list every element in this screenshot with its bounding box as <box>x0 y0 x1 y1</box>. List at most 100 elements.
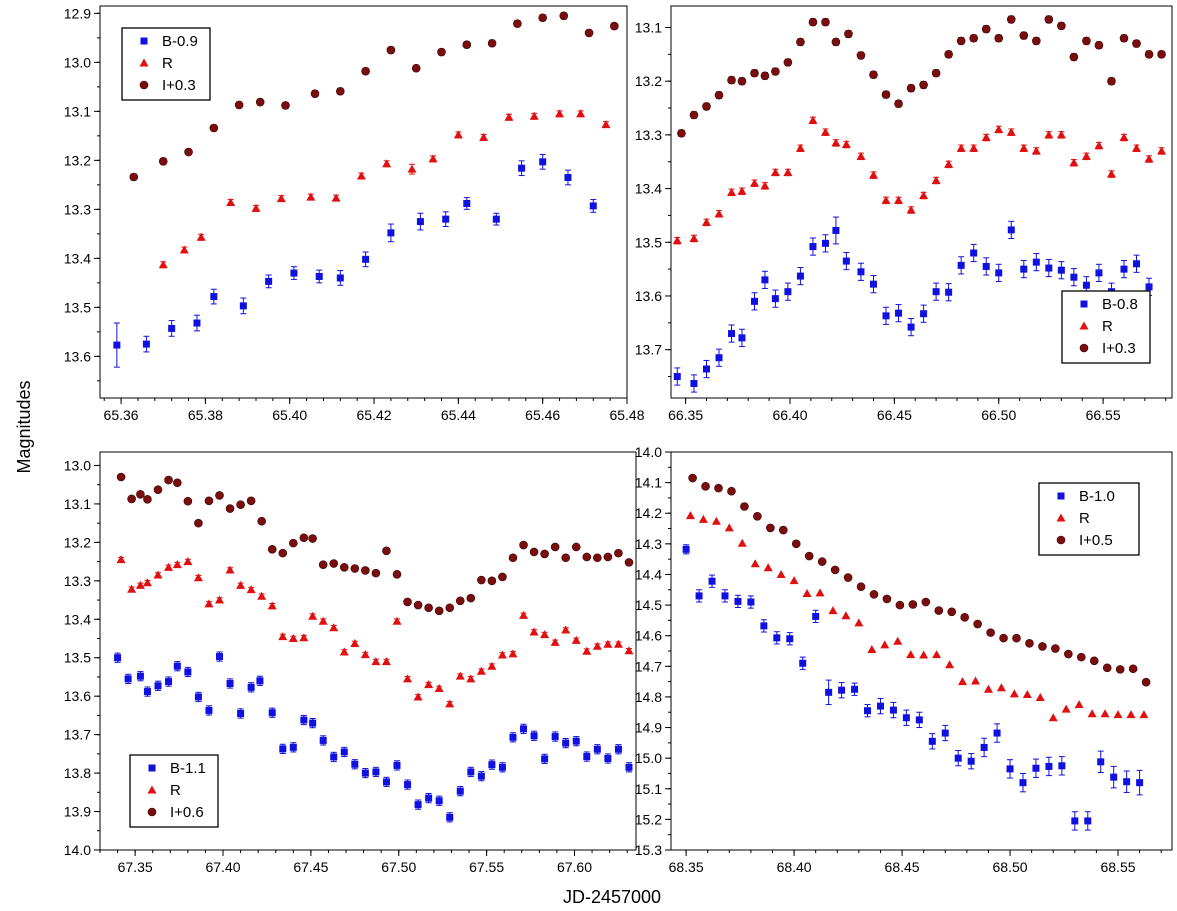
data-point <box>776 569 786 578</box>
data-point <box>854 618 864 627</box>
data-point <box>462 40 472 50</box>
data-point <box>994 125 1004 134</box>
x-tick-label: 65.42 <box>357 407 392 423</box>
data-point <box>1120 265 1128 273</box>
y-tick-label: 13.4 <box>64 250 91 266</box>
data-point <box>382 778 390 786</box>
data-point <box>1106 169 1116 178</box>
data-point <box>1070 273 1078 281</box>
data-point <box>538 13 547 23</box>
data-point <box>153 485 163 494</box>
data-point <box>763 563 773 572</box>
data-point <box>455 596 465 606</box>
data-point <box>381 657 391 666</box>
data-point <box>582 646 592 655</box>
data-point <box>747 598 755 606</box>
data-point <box>267 601 277 610</box>
data-point <box>1035 693 1045 702</box>
y-tick-label: 14.7 <box>635 658 662 674</box>
data-point <box>164 475 173 485</box>
data-point <box>711 516 721 525</box>
data-point <box>479 132 489 141</box>
data-point <box>1032 36 1041 46</box>
data-point <box>714 90 724 100</box>
data-point <box>1123 778 1131 786</box>
data-point <box>915 716 923 724</box>
y-tick-label: 13.8 <box>64 765 91 781</box>
data-point <box>857 268 865 276</box>
legend-label: B-0.9 <box>162 33 198 50</box>
data-point <box>1144 154 1154 163</box>
data-point <box>882 312 890 320</box>
data-point <box>957 261 965 269</box>
data-point <box>724 523 734 532</box>
data-point <box>783 58 793 67</box>
data-point <box>682 545 690 553</box>
data-point <box>1022 689 1032 698</box>
data-point <box>932 288 940 296</box>
panels: 65.36 65.38 65.40 65.42 65.44 65.46 65.48 12.9 1… <box>64 5 1173 875</box>
data-point <box>844 29 853 39</box>
data-point <box>127 584 137 593</box>
data-point <box>256 677 264 685</box>
data-point <box>371 657 381 666</box>
data-point <box>1061 704 1071 713</box>
data-point <box>593 553 602 563</box>
data-point <box>247 683 255 691</box>
data-point <box>265 277 273 285</box>
data-point <box>498 572 507 582</box>
data-point <box>956 36 966 46</box>
data-point <box>529 627 539 636</box>
data-point <box>350 564 360 573</box>
data-point <box>960 613 969 622</box>
y-tick-label: 14.0 <box>635 444 662 460</box>
data-point <box>734 597 742 605</box>
data-point <box>136 672 144 680</box>
data-point <box>403 597 412 607</box>
data-point <box>497 650 507 659</box>
data-point <box>715 354 723 362</box>
data-point <box>492 215 500 223</box>
x-tick-label: 66.55 <box>1086 407 1121 423</box>
data-point <box>714 483 723 493</box>
data-point <box>215 491 224 500</box>
data-point <box>1094 40 1104 50</box>
data-point <box>237 709 245 717</box>
data-point <box>672 236 682 245</box>
data-point <box>760 622 768 630</box>
data-point <box>702 365 710 373</box>
data-point <box>1032 764 1040 772</box>
legend-label: B-1.1 <box>170 760 206 777</box>
y-tick-label: 13.0 <box>64 457 91 473</box>
data-point <box>183 496 193 506</box>
data-point <box>361 769 369 777</box>
data-point <box>808 115 818 124</box>
plot-frame <box>99 451 637 851</box>
data-point <box>113 341 121 349</box>
data-point <box>1064 649 1073 659</box>
data-point <box>789 576 799 585</box>
data-point <box>1057 266 1065 274</box>
data-point <box>919 650 929 659</box>
data-point <box>1058 762 1066 770</box>
data-point <box>289 743 297 751</box>
data-point <box>841 611 851 620</box>
data-point <box>584 28 594 38</box>
data-point <box>1115 665 1125 674</box>
data-point <box>673 373 681 381</box>
y-axis-title: Magnitudes <box>14 380 34 473</box>
data-point <box>158 157 168 166</box>
data-point <box>1071 817 1079 825</box>
x-tick-label: 66.45 <box>877 407 912 423</box>
data-point <box>831 138 841 147</box>
data-point <box>288 634 298 643</box>
data-point <box>127 494 136 504</box>
data-point <box>708 577 716 585</box>
legend-marker <box>147 807 157 817</box>
data-point <box>404 781 412 789</box>
data-point <box>773 634 781 642</box>
data-point <box>300 716 308 724</box>
y-tick-label: 13.3 <box>64 573 91 589</box>
data-point <box>361 66 370 76</box>
data-point <box>893 636 903 645</box>
